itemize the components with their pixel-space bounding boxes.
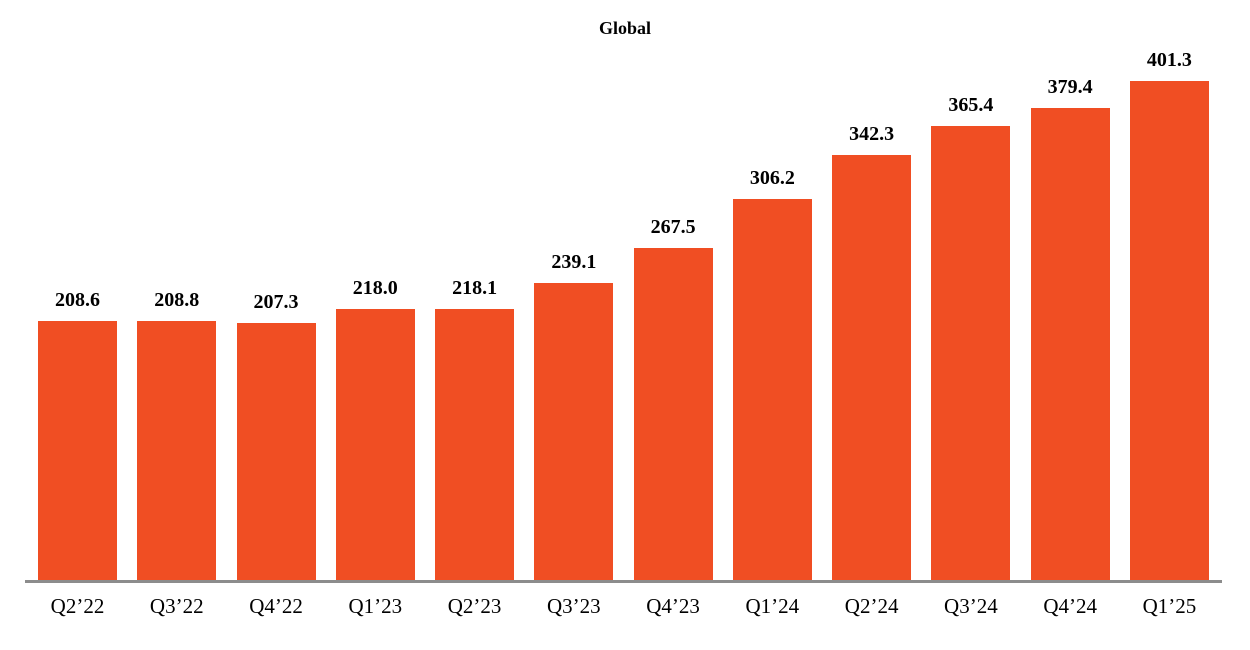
x-axis-label: Q4’23 — [646, 593, 700, 618]
plot-area: 208.6 208.8 207.3 218.0 218.1 239.1 267.5 306.2… — [25, 49, 1222, 581]
x-axis-line — [25, 580, 1222, 583]
bar-value-label: 218.0 — [352, 277, 398, 299]
bar-group: 239.1 — [534, 251, 614, 581]
x-axis-label: Q1’25 — [1142, 593, 1197, 618]
x-axis-label: Q3’23 — [546, 593, 601, 618]
bar — [534, 283, 614, 581]
bar-group: 208.6 — [38, 289, 117, 581]
bar-value-label: 208.6 — [55, 289, 100, 311]
bar — [435, 309, 515, 581]
bar — [1129, 81, 1209, 581]
bar-value-label: 207.3 — [253, 291, 299, 313]
bar-value-label: 208.8 — [154, 289, 200, 311]
bar-value-label: 306.2 — [749, 167, 795, 189]
bar-value-label: 239.1 — [551, 251, 597, 273]
bar — [335, 309, 415, 581]
bar-group: 365.4 — [931, 94, 1011, 581]
bar — [38, 321, 117, 581]
bar-value-label: 267.5 — [650, 216, 696, 238]
bar-group: 208.8 — [137, 289, 217, 581]
bar — [931, 126, 1011, 581]
bar-group: 379.4 — [1030, 76, 1110, 581]
x-axis-labels: Q2’22 Q3’22 Q4’22 Q1’23 Q2’23 Q3’23 Q4’23 Q1’24… — [25, 594, 1222, 618]
bar-value-label: 365.4 — [948, 94, 994, 116]
bar-group: 401.3 — [1129, 49, 1209, 581]
x-axis-label: Q2’23 — [447, 593, 502, 618]
bar-value-label: 401.3 — [1146, 49, 1192, 71]
bar-group: 218.1 — [435, 277, 515, 581]
bar — [137, 321, 217, 581]
bar-group: 342.3 — [832, 123, 912, 581]
x-axis-label: Q4’24 — [1043, 593, 1097, 618]
bar — [1030, 108, 1110, 581]
bar — [732, 199, 812, 581]
bar-value-label: 218.1 — [452, 277, 498, 299]
x-axis-label: Q2’24 — [844, 593, 899, 618]
x-axis-label: Q4’22 — [249, 593, 303, 618]
x-axis-label: Q3’22 — [149, 593, 204, 618]
bar-group: 267.5 — [633, 216, 713, 581]
bar — [832, 155, 912, 581]
bar — [236, 323, 316, 581]
bar-value-label: 342.3 — [849, 123, 895, 145]
bar-group: 207.3 — [236, 291, 316, 581]
bar — [633, 248, 713, 581]
bar-value-label: 379.4 — [1047, 76, 1093, 98]
bar-group: 306.2 — [732, 167, 812, 581]
bar-group: 218.0 — [335, 277, 415, 581]
x-axis-label: Q3’24 — [944, 593, 998, 618]
x-axis-label: Q2’22 — [50, 593, 105, 618]
x-axis-label: Q1’23 — [348, 593, 403, 618]
chart-title: Global — [598, 18, 651, 38]
x-axis-label: Q1’24 — [745, 593, 800, 618]
